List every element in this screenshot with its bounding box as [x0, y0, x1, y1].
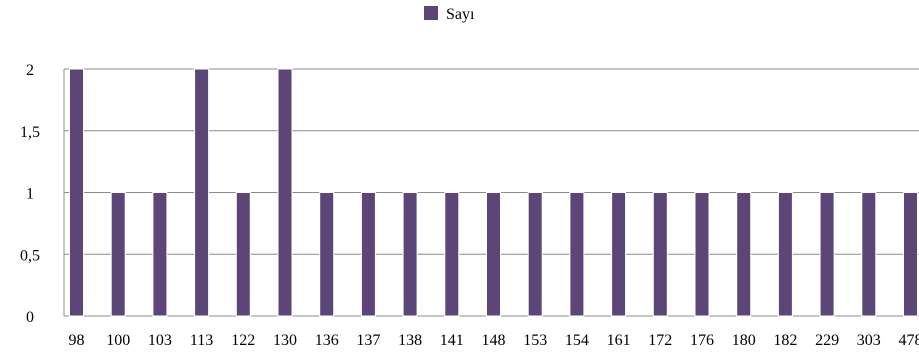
legend-swatch: [424, 6, 438, 20]
bar: [903, 192, 918, 317]
bar: [569, 192, 585, 317]
bar: [152, 192, 168, 317]
x-tick-label: 161: [607, 332, 631, 349]
bar: [652, 192, 668, 317]
bar: [819, 192, 835, 317]
x-tick-label: 103: [148, 332, 172, 349]
x-tick-label: 148: [482, 332, 506, 349]
x-tick-label: 154: [565, 332, 589, 349]
x-tick-label: 122: [231, 332, 255, 349]
x-tick-label: 113: [190, 332, 213, 349]
x-tick-label: 303: [857, 332, 881, 349]
bar: [319, 192, 335, 317]
bar: [694, 192, 710, 317]
x-tick-label: 172: [648, 332, 672, 349]
bar: [527, 192, 543, 317]
bar: [360, 192, 376, 317]
x-tick-label: 180: [732, 332, 756, 349]
bar: [777, 192, 793, 317]
y-tick-label: 1,5: [20, 124, 40, 141]
x-tick-label: 138: [398, 332, 422, 349]
x-tick-label: 176: [690, 332, 714, 349]
x-tick-label: 100: [106, 332, 130, 349]
bar: [235, 192, 251, 317]
x-tick-label: 229: [815, 332, 839, 349]
bars: [69, 68, 918, 317]
bar: [194, 68, 210, 317]
bar: [736, 192, 752, 317]
legend: Sayı: [424, 6, 475, 23]
x-tick-label: 182: [773, 332, 797, 349]
bar: [69, 68, 84, 317]
bar: [611, 192, 627, 317]
bar: [110, 192, 126, 317]
y-axis-tick-labels: 0 0,5 1 1,5 2: [20, 62, 40, 326]
y-tick-label: 2: [26, 62, 34, 79]
bar: [277, 68, 293, 317]
y-tick-label: 0,5: [20, 247, 40, 264]
x-tick-label: 153: [523, 332, 547, 349]
bar: [861, 192, 877, 317]
x-tick-label: 478: [899, 332, 919, 349]
bar: [486, 192, 501, 317]
x-tick-label: 98: [69, 332, 85, 349]
y-tick-label: 0: [26, 309, 34, 326]
x-axis-tick-labels: 98 100 103 113 122 130 136 137 138 141 148 153 154 16…: [69, 332, 919, 349]
bar: [444, 192, 460, 317]
x-tick-label: 141: [440, 332, 464, 349]
x-tick-label: 137: [356, 332, 380, 349]
x-tick-label: 130: [273, 332, 297, 349]
x-tick-label: 136: [315, 332, 339, 349]
y-tick-label: 1: [26, 186, 34, 203]
legend-label: Sayı: [446, 6, 475, 23]
bar: [402, 192, 418, 317]
